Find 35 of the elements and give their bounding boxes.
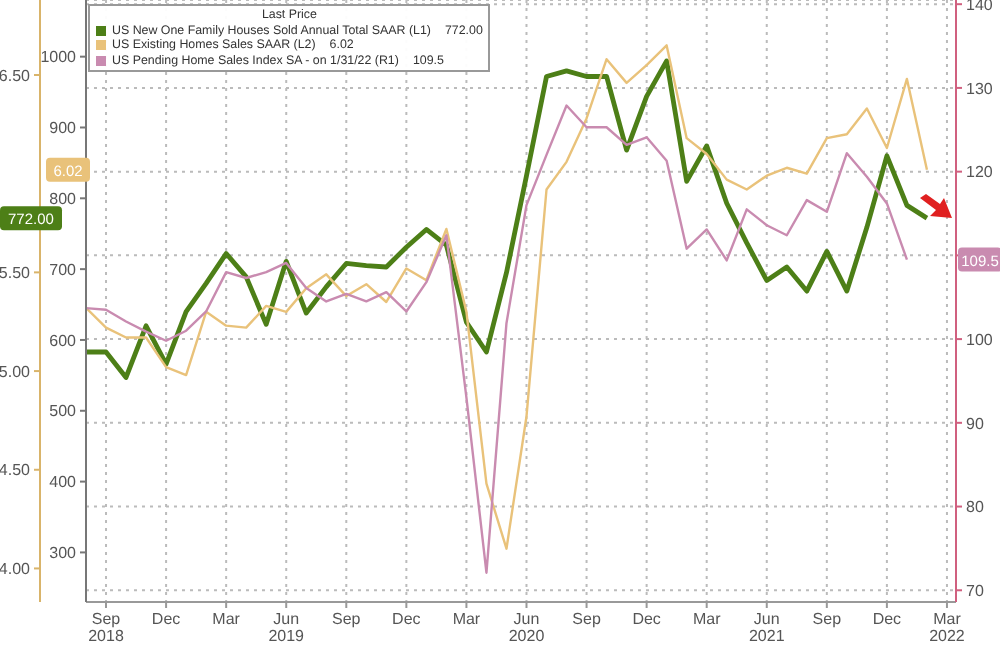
x-tick-label: Dec <box>151 610 181 628</box>
y-tick-label: 500 <box>49 402 78 421</box>
y3-tick-label: 100 <box>966 330 994 349</box>
y2-tick-label: 5.00 <box>0 362 32 381</box>
x-tick-label: Jun 2021 <box>748 610 786 645</box>
y2-tick-label: 4.00 <box>0 560 32 579</box>
y3-tick-label: 70 <box>966 581 985 600</box>
x-tick-label: Sep <box>572 610 602 628</box>
y-tick-label: 1000 <box>40 48 78 67</box>
x-tick-label: Jun 2019 <box>268 610 306 645</box>
line-series <box>86 104 909 574</box>
y3-tick-label: 90 <box>966 414 985 433</box>
y-tick-label: 400 <box>49 473 78 492</box>
y-tick-label: 700 <box>49 260 78 279</box>
y-tick-label: 800 <box>49 189 78 208</box>
x-tick-label: Sep <box>812 610 843 628</box>
x-tick-label: Mar 2022 <box>929 610 966 645</box>
x-tick-label: Dec <box>872 610 902 628</box>
x-tick-label: Mar <box>452 610 481 628</box>
y3-tick-label: 80 <box>966 498 985 517</box>
x-tick-label: Mar <box>692 610 722 628</box>
y2-tick-label: 6.50 <box>0 66 32 85</box>
y3-tick-label: 120 <box>966 163 994 182</box>
y-tick-label: 600 <box>49 331 78 350</box>
x-tick-label: Sep 2018 <box>88 610 125 645</box>
y-tick-label: 900 <box>49 119 78 138</box>
x-tick-label: Jun 2020 <box>508 610 546 645</box>
y2-tick-label: 4.50 <box>0 461 32 480</box>
y-tick-label: 300 <box>49 544 78 563</box>
x-tick-label: Mar <box>212 610 241 628</box>
x-tick-label: Dec <box>632 610 661 628</box>
y3-tick-label: 130 <box>966 79 994 98</box>
x-tick-label: Sep <box>332 610 362 628</box>
y2-tick-label: 5.50 <box>0 264 32 283</box>
x-tick-label: Dec <box>392 610 421 628</box>
